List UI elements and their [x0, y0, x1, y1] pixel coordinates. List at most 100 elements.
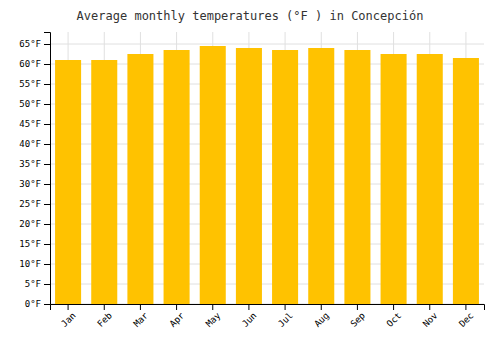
tick-mark: [44, 284, 50, 285]
axis-line: [51, 305, 485, 311]
tick-mark: [44, 224, 50, 225]
tick: 65°F: [19, 39, 50, 49]
plot: 0°F 5°F 10°F 15°F 20°F 25°F 30°F 35°F 40°F 45°F 50…: [19, 32, 484, 329]
tick-mark: [393, 304, 394, 310]
tick: 35°F: [19, 159, 50, 169]
tick-mark: [44, 244, 50, 245]
tick: 50°F: [19, 99, 50, 109]
tick-label: Jun: [240, 310, 259, 329]
tick: Jul: [276, 304, 295, 329]
bar: [453, 58, 479, 304]
tick-label: Jan: [59, 310, 78, 329]
tick-mark: [285, 304, 286, 310]
bar: [127, 54, 153, 304]
bar: [55, 60, 81, 304]
tick: Aug: [312, 304, 331, 329]
bar: [308, 48, 334, 304]
bars: [55, 46, 479, 304]
tick-mark: [44, 204, 50, 205]
tick-label: Feb: [95, 310, 114, 329]
tick-label: 5°F: [25, 279, 41, 289]
tick-label: May: [204, 310, 223, 329]
tick-mark: [140, 304, 141, 310]
tick-mark: [44, 184, 50, 185]
tick-label: 55°F: [19, 79, 41, 89]
tick-label: 0°F: [25, 299, 41, 309]
bar: [344, 50, 370, 304]
tick-mark: [68, 304, 69, 310]
tick-mark: [44, 304, 50, 305]
tick-label: Jul: [276, 310, 295, 329]
tick-mark: [212, 304, 213, 310]
tick: Jan: [59, 304, 78, 329]
tick: 5°F: [25, 279, 50, 289]
bar: [236, 48, 262, 304]
bar: [164, 50, 190, 304]
tick-mark: [44, 144, 50, 145]
tick: 60°F: [19, 59, 50, 69]
tick-mark: [44, 64, 50, 65]
tick-mark: [465, 304, 466, 310]
tick-label: 40°F: [19, 139, 41, 149]
tick: 40°F: [19, 139, 50, 149]
tick: 15°F: [19, 239, 50, 249]
tick-label: Aug: [312, 310, 331, 329]
tick-label: Sep: [349, 310, 368, 329]
tick: Jun: [240, 304, 259, 329]
tick: 0°F: [25, 299, 50, 309]
tick-mark: [429, 304, 430, 310]
tick-label: Dec: [457, 310, 476, 329]
tick-label: 25°F: [19, 199, 41, 209]
tick-mark: [44, 164, 50, 165]
tick-label: 60°F: [19, 59, 41, 69]
tick-mark: [44, 84, 50, 85]
tick-mark: [248, 304, 249, 310]
tick-mark: [176, 304, 177, 310]
tick-label: Nov: [421, 310, 440, 329]
tick-mark: [357, 304, 358, 310]
tick: Mar: [132, 304, 151, 329]
bar: [91, 60, 117, 304]
tick-label: 10°F: [19, 259, 41, 269]
tick: Apr: [168, 304, 187, 329]
tick: Sep: [349, 304, 368, 329]
tick-label: 30°F: [19, 179, 41, 189]
bar: [272, 50, 298, 304]
tick-mark: [44, 124, 50, 125]
title: Average monthly temperatures (°F ) in Co…: [77, 9, 424, 23]
chart: 0°F 5°F 10°F 15°F 20°F 25°F 30°F 35°F 40°F 45°F 50…: [0, 0, 500, 350]
bar: [417, 54, 443, 304]
bar: [381, 54, 407, 304]
tick: 45°F: [19, 119, 50, 129]
tick-mark: [321, 304, 322, 310]
tick: Oct: [385, 304, 404, 329]
tick-label: 35°F: [19, 159, 41, 169]
tick: 55°F: [19, 79, 50, 89]
tick-mark: [104, 304, 105, 310]
tick-label: 20°F: [19, 219, 41, 229]
tick-label: Oct: [385, 310, 404, 329]
tick-label: Mar: [132, 310, 151, 329]
tick-label: 45°F: [19, 119, 41, 129]
x-axis: Jan Feb Mar Apr May Jun Jul Aug Sep Oct Nov Dec: [51, 304, 485, 329]
tick-mark: [44, 44, 50, 45]
tick-label: 15°F: [19, 239, 41, 249]
tick-label: 50°F: [19, 99, 41, 109]
y-axis: 0°F 5°F 10°F 15°F 20°F 25°F 30°F 35°F 40°F 45°F 50…: [19, 33, 50, 310]
bar: [200, 46, 226, 304]
grid-line: [50, 44, 484, 45]
tick: Dec: [457, 304, 476, 329]
tick: 10°F: [19, 259, 50, 269]
tick: 30°F: [19, 179, 50, 189]
tick: Nov: [421, 304, 440, 329]
tick-mark: [44, 264, 50, 265]
grid: [50, 32, 484, 304]
tick: Feb: [95, 304, 114, 329]
tick-mark: [44, 104, 50, 105]
tick-label: 65°F: [19, 39, 41, 49]
tick: May: [204, 304, 223, 329]
tick: 20°F: [19, 219, 50, 229]
tick: 25°F: [19, 199, 50, 209]
axis-line: [44, 33, 51, 305]
tick-label: Apr: [168, 310, 187, 329]
